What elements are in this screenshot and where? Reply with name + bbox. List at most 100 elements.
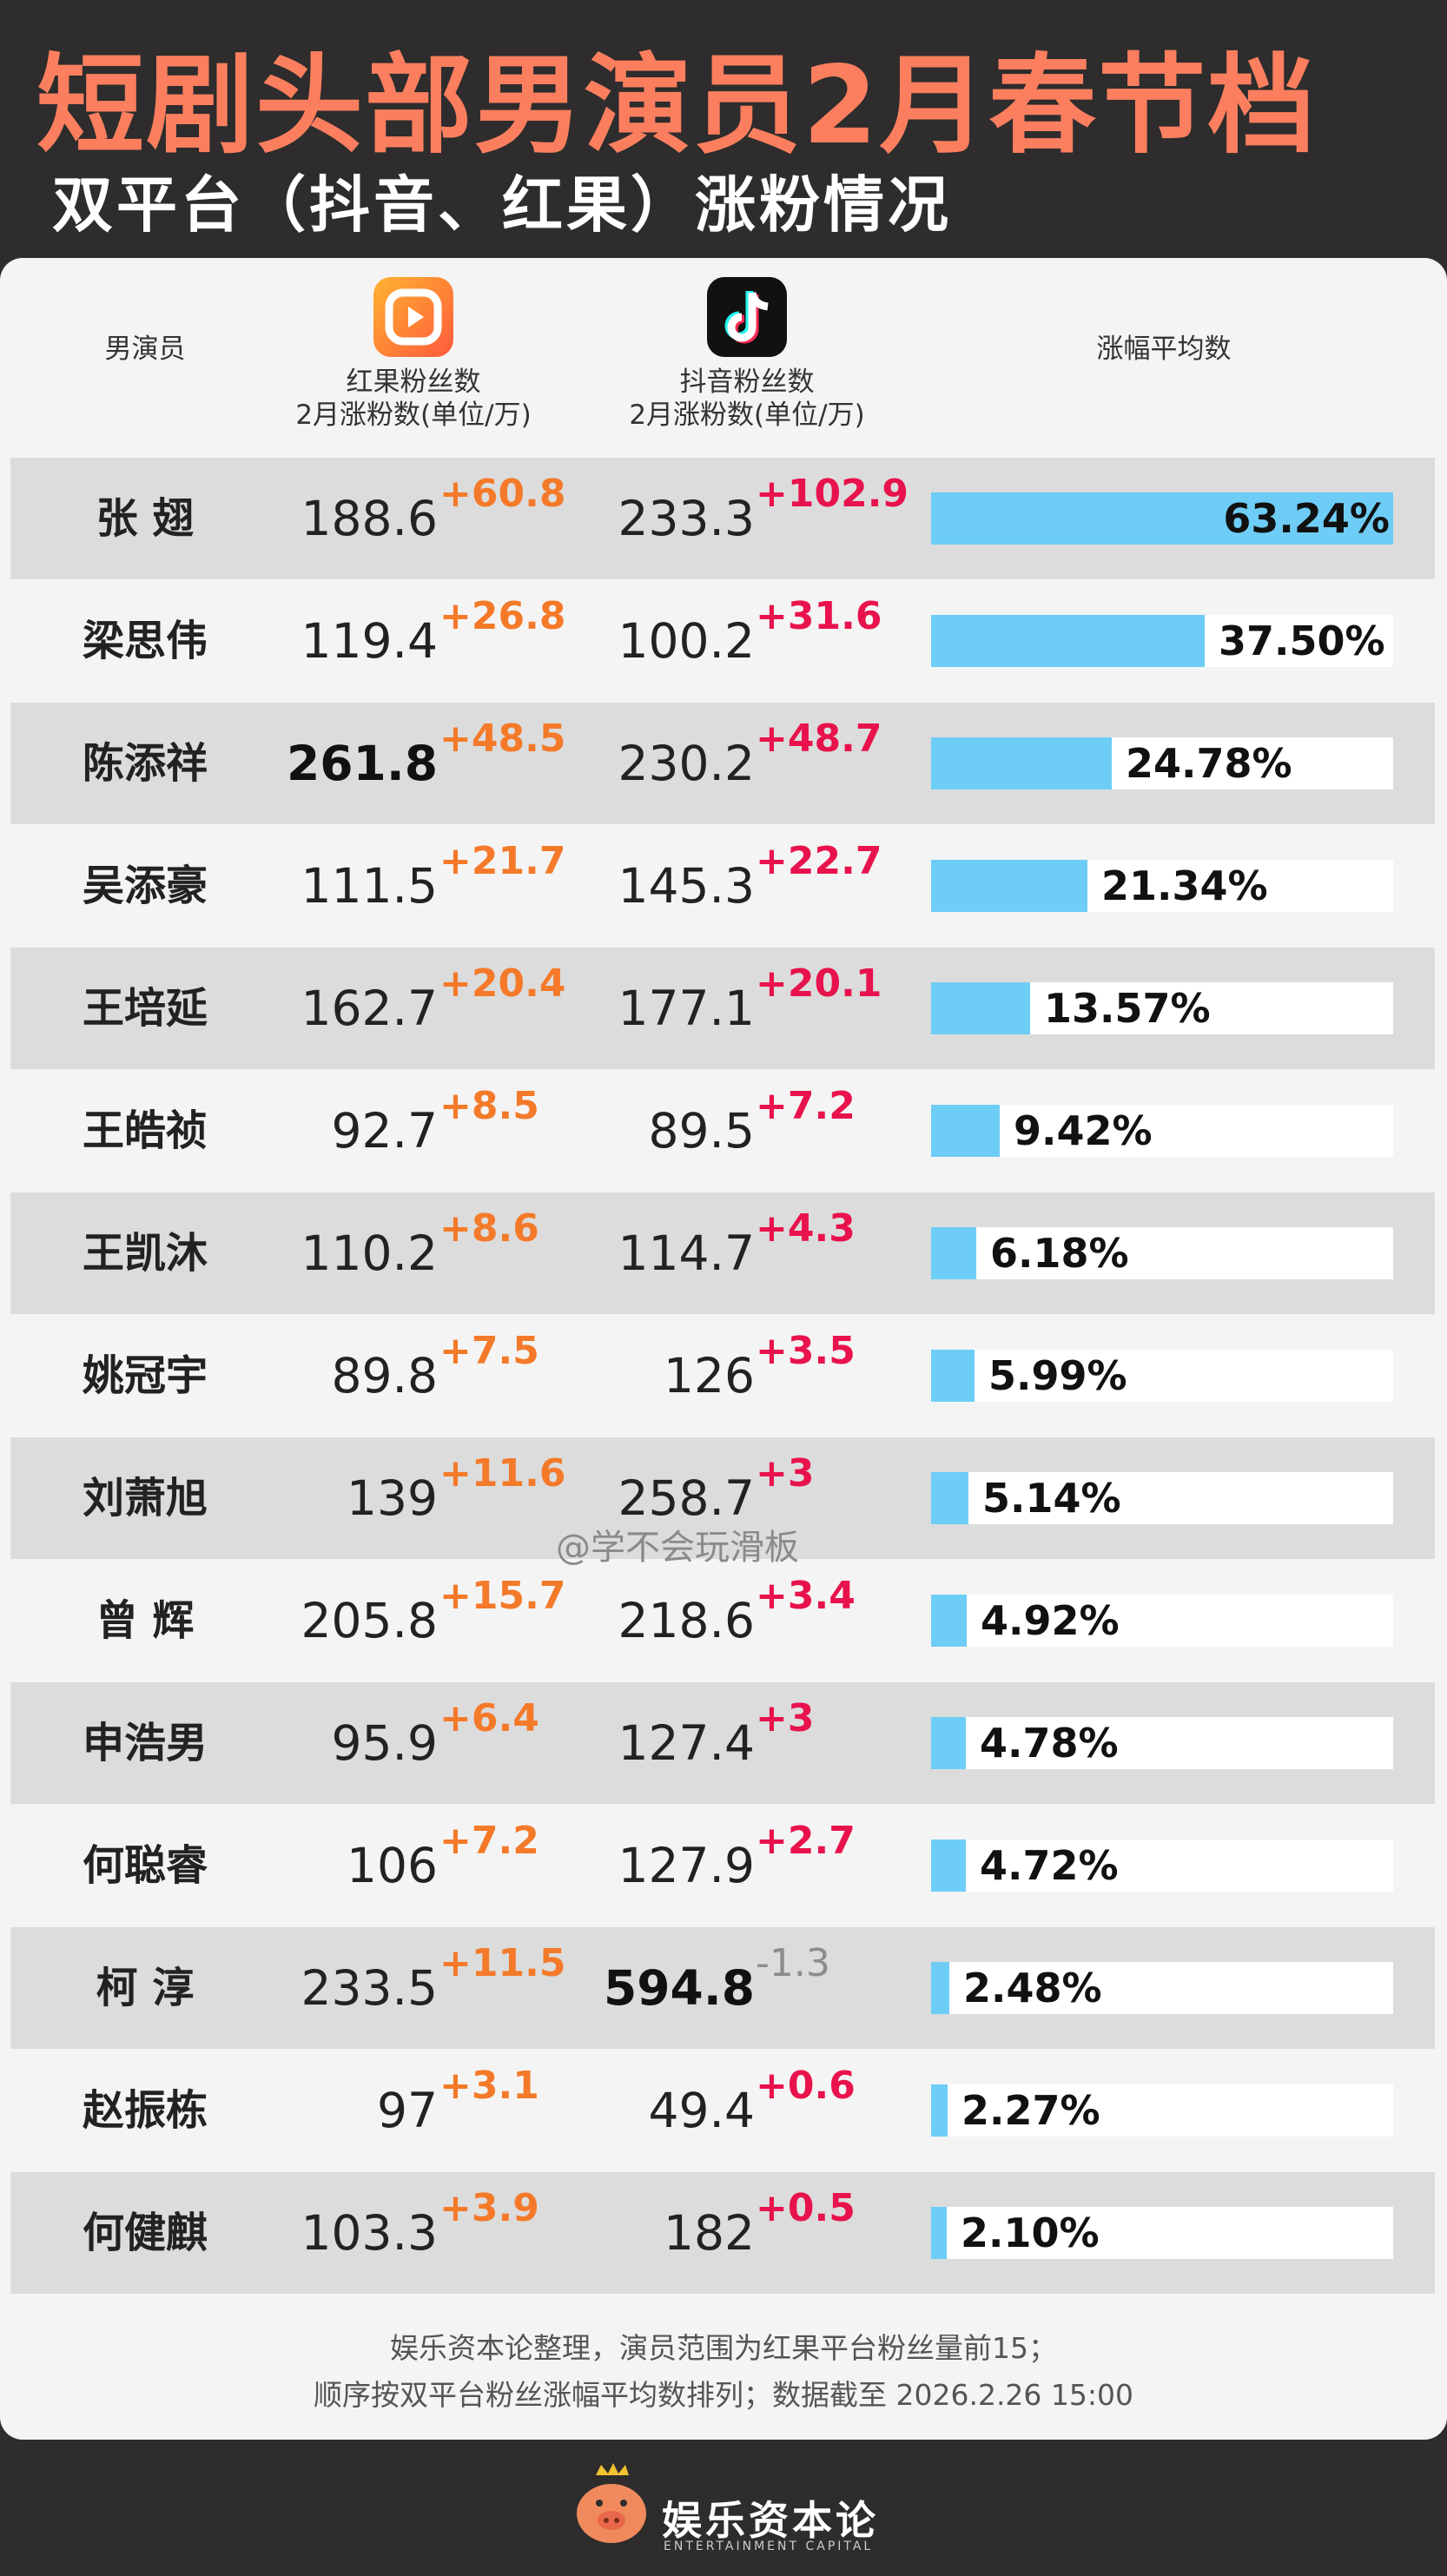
douyin-delta: +3.4 (756, 1574, 856, 1618)
data-table-panel: 男演员 红果粉丝数 2月涨粉数(单位/万) 抖音粉丝数 2月涨粉数(单位/万) … (0, 258, 1447, 2440)
actor-name: 申浩男 (82, 1719, 208, 1767)
douyin-delta: +31.6 (756, 594, 882, 638)
avg-bar-label: 5.99% (988, 1352, 1127, 1399)
hongguo-fans: 139 (347, 1470, 438, 1526)
douyin-fans: 230.2 (618, 736, 755, 791)
avg-bar-label: 4.72% (980, 1842, 1119, 1889)
actor-name: 曾 辉 (96, 1596, 195, 1645)
table-row: 申浩男 95.9 +6.4 127.4 +3 4.78% (10, 1682, 1435, 1804)
avg-bar-label: 4.78% (980, 1720, 1119, 1767)
column-header-hongguo: 红果粉丝数 2月涨粉数(单位/万) (261, 366, 566, 432)
avg-bar (931, 1595, 967, 1647)
hongguo-fans: 97 (377, 2083, 438, 2138)
hongguo-header-line2: 2月涨粉数(单位/万) (295, 400, 532, 431)
douyin-fans: 177.1 (618, 981, 755, 1036)
hongguo-fans: 110.2 (301, 1225, 438, 1281)
table-row: 何聪睿 106 +7.2 127.9 +2.7 4.72% (10, 1805, 1435, 1926)
avg-bar (931, 2084, 948, 2137)
page-header: 短剧头部男演员2月春节档 双平台（抖音、红果）涨粉情况 (0, 0, 1447, 252)
hongguo-fans: 205.8 (301, 1593, 438, 1648)
actor-name: 王培延 (82, 984, 208, 1033)
avg-bar-label: 13.57% (1044, 985, 1211, 1032)
table-row: 陈添祥 261.8 +48.5 230.2 +48.7 24.78% (10, 703, 1435, 824)
avg-bar-track: 63.24% (931, 492, 1393, 545)
douyin-delta: +3 (756, 1451, 815, 1496)
logo-text: 娱乐资本论 (662, 2497, 879, 2544)
table-row: 姚冠宇 89.8 +7.5 126 +3.5 5.99% (10, 1315, 1435, 1437)
hongguo-fans: 111.5 (301, 858, 438, 914)
hongguo-delta: +8.6 (439, 1206, 539, 1251)
actor-name: 姚冠宇 (82, 1351, 208, 1400)
douyin-app-icon (707, 277, 787, 357)
douyin-header-line2: 2月涨粉数(单位/万) (629, 400, 865, 431)
douyin-fans: 233.3 (618, 491, 755, 546)
douyin-fans: 114.7 (618, 1225, 755, 1281)
table-row: 刘萧旭 139 +11.6 258.7 +3 5.14% (10, 1437, 1435, 1559)
column-header-douyin: 抖音粉丝数 2月涨粉数(单位/万) (594, 366, 900, 432)
douyin-delta: +20.1 (756, 961, 882, 1006)
hongguo-delta: +20.4 (439, 961, 566, 1006)
avg-bar-label: 37.50% (1219, 618, 1385, 664)
douyin-fans: 258.7 (618, 1470, 755, 1526)
douyin-fans: 127.9 (618, 1838, 755, 1893)
douyin-fans: 126 (664, 1348, 755, 1404)
footnote-line1: 娱乐资本论整理，演员范围为红果平台粉丝量前15； (390, 2331, 1057, 2365)
table-row: 张 翅 188.6 +60.8 233.3 +102.9 63.24% (10, 458, 1435, 579)
actor-name: 梁思伟 (82, 617, 208, 665)
table-row: 何健麒 103.3 +3.9 182 +0.5 2.10% (10, 2172, 1435, 2294)
douyin-fans: 218.6 (618, 1593, 755, 1648)
actor-name: 赵振栋 (82, 2086, 208, 2135)
avg-bar-label: 5.14% (982, 1475, 1121, 1522)
douyin-header-line1: 抖音粉丝数 (679, 367, 815, 398)
logo-subtitle: ENTERTAINMENT CAPITAL (664, 2540, 874, 2553)
actor-name: 何健麒 (82, 2209, 208, 2257)
avg-bar-label: 4.92% (981, 1597, 1120, 1644)
douyin-delta: +2.7 (756, 1819, 856, 1863)
actor-name: 何聪睿 (82, 1841, 208, 1890)
column-header-actor: 男演员 (104, 334, 186, 365)
avg-bar-label: 2.27% (961, 2087, 1100, 2134)
table-row: 吴添豪 111.5 +21.7 145.3 +22.7 21.34% (10, 825, 1435, 947)
hongguo-delta: +6.4 (439, 1696, 539, 1740)
hongguo-fans: 119.4 (301, 613, 438, 669)
avg-bar-track: 6.18% (931, 1227, 1393, 1279)
hongguo-delta: +8.5 (439, 1084, 539, 1128)
avg-bar (931, 1105, 1000, 1157)
douyin-fans: 145.3 (618, 858, 755, 914)
table-row: 王凯沐 110.2 +8.6 114.7 +4.3 6.18% (10, 1192, 1435, 1314)
page-subtitle: 双平台（抖音、红果）涨粉情况 (52, 169, 952, 241)
avg-bar-track: 4.92% (931, 1595, 1393, 1647)
avg-bar (931, 1227, 976, 1279)
douyin-delta: +3 (756, 1696, 815, 1740)
avg-bar-label: 6.18% (990, 1230, 1129, 1277)
douyin-fans: 89.5 (648, 1103, 755, 1159)
hongguo-fans: 95.9 (331, 1715, 438, 1771)
hongguo-delta: +3.1 (439, 2064, 539, 2108)
avg-bar-track: 24.78% (931, 737, 1393, 789)
avg-bar-track: 21.34% (931, 860, 1393, 912)
hongguo-fans: 188.6 (301, 491, 438, 546)
hongguo-fans: 89.8 (331, 1348, 438, 1404)
table-row: 曾 辉 205.8 +15.7 218.6 +3.4 4.92% (10, 1560, 1435, 1681)
hongguo-delta: +7.2 (439, 1819, 539, 1863)
avg-bar (931, 860, 1087, 912)
douyin-delta: +7.2 (756, 1084, 856, 1128)
hongguo-delta: +21.7 (439, 839, 566, 883)
avg-bar-track: 9.42% (931, 1105, 1393, 1157)
actor-name: 柯 淳 (96, 1964, 195, 2012)
avg-bar (931, 982, 1030, 1034)
avg-bar (931, 737, 1112, 789)
avg-bar-track: 4.78% (931, 1717, 1393, 1769)
avg-bar (931, 1840, 966, 1892)
douyin-fans: 127.4 (618, 1715, 755, 1771)
avg-bar-label: 9.42% (1014, 1107, 1153, 1154)
hongguo-delta: +60.8 (439, 472, 566, 516)
douyin-delta: +0.5 (756, 2186, 856, 2230)
hongguo-fans: 92.7 (331, 1103, 438, 1159)
avg-bar-track: 5.99% (931, 1350, 1393, 1402)
actor-name: 王皓祯 (82, 1106, 208, 1155)
hongguo-fans: 162.7 (301, 981, 438, 1036)
avg-bar (931, 2207, 947, 2259)
hongguo-delta: +7.5 (439, 1329, 539, 1373)
hongguo-delta: +15.7 (439, 1574, 566, 1618)
